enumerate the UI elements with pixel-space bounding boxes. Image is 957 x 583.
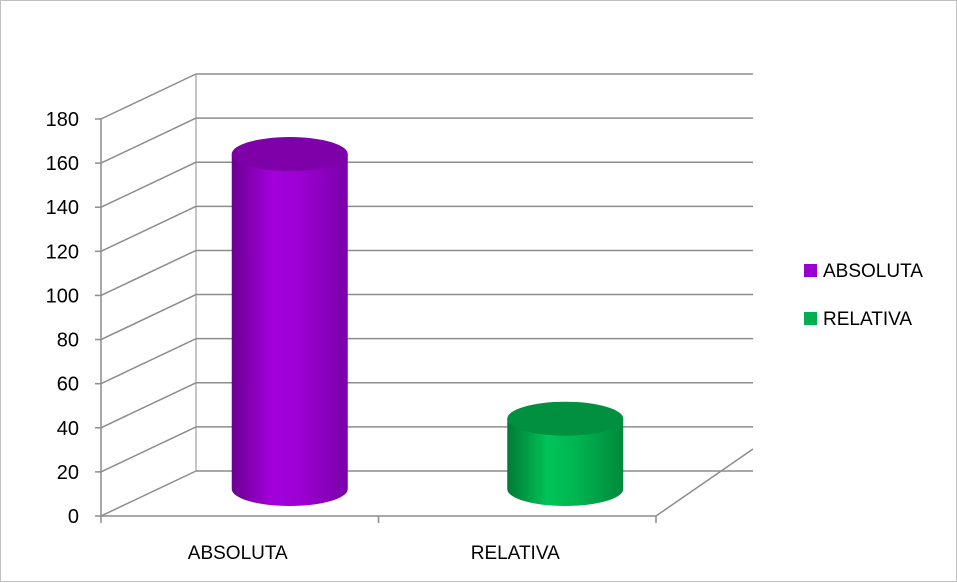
- legend-label: RELATIVA: [823, 309, 912, 330]
- y-tick-label: 0: [68, 506, 79, 528]
- gridline-side-120: [100, 205, 197, 253]
- y-tick-label: 120: [46, 241, 79, 263]
- legend-item-relativa: RELATIVA: [804, 309, 912, 330]
- floor-right-edge: [655, 448, 754, 517]
- gridline-side-80: [100, 293, 197, 341]
- y-tick-label: 40: [57, 418, 79, 440]
- legend-label: ABSOLUTA: [823, 261, 923, 282]
- bar-body: [231, 154, 348, 507]
- y-tick-label: 60: [57, 374, 79, 396]
- gridline-side-100: [100, 249, 197, 297]
- bar-top: [507, 401, 624, 436]
- gridline-side-160: [100, 117, 197, 164]
- gridline-side-140: [100, 161, 197, 208]
- y-tick-label: 160: [46, 153, 79, 175]
- legend-item-absoluta: ABSOLUTA: [804, 261, 923, 282]
- gridline-side-0: [100, 470, 197, 517]
- bar-body: [507, 418, 624, 506]
- legend-swatch: [804, 264, 817, 277]
- x-tick-label: ABSOLUTA: [188, 543, 288, 564]
- gridline-side-20: [100, 426, 197, 473]
- y-tick-label: 80: [57, 330, 79, 352]
- bar-top: [231, 137, 348, 172]
- x-tick-label: RELATIVA: [471, 543, 560, 564]
- bar-relativa: [507, 401, 624, 506]
- gridline-side-40: [100, 382, 197, 429]
- gridline-side-180: [100, 73, 197, 120]
- legend-swatch: [804, 312, 817, 325]
- bar-absoluta: [231, 137, 348, 507]
- y-tick-label: 100: [46, 285, 79, 307]
- y-tick-label: 180: [46, 109, 79, 131]
- gridline-side-60: [100, 337, 197, 385]
- y-tick-label: 20: [57, 462, 79, 484]
- y-tick-label: 140: [46, 197, 79, 219]
